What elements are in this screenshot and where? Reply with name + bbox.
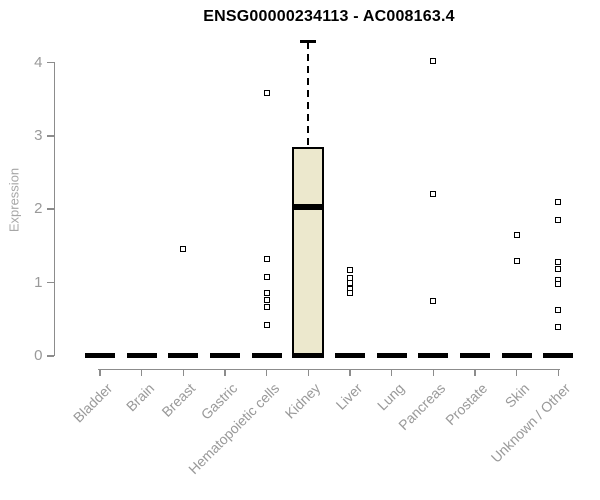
- x-category-label: Bladder: [69, 379, 116, 425]
- box-lower-edge: [292, 352, 325, 358]
- flat-box: [209, 352, 240, 358]
- outlier-point: [263, 255, 270, 262]
- outlier-point: [263, 304, 270, 311]
- y-tick-label: 2: [34, 200, 43, 218]
- x-category-label: Breast: [158, 379, 199, 420]
- outlier-point: [263, 297, 270, 303]
- flat-box: [251, 352, 282, 358]
- outlier-point: [555, 266, 562, 273]
- flat-box: [376, 352, 407, 358]
- y-tick-mark: [46, 61, 54, 64]
- outlier-point: [513, 232, 520, 239]
- y-tick-mark: [46, 281, 54, 284]
- flat-box: [501, 352, 532, 358]
- x-tick-mark: [474, 368, 476, 376]
- y-tick-mark: [46, 135, 54, 137]
- y-tick-label: 1: [34, 273, 43, 291]
- flat-box: [418, 352, 449, 358]
- y-tick-label: 3: [34, 127, 43, 144]
- flat-box: [543, 352, 574, 358]
- outlier-point: [263, 321, 270, 328]
- y-axis-line: [53, 61, 55, 357]
- y-tick-label: 4: [34, 53, 43, 71]
- x-axis-line: [98, 368, 560, 370]
- chart-title: ENSG00000234113 - AC008163.4: [203, 8, 455, 25]
- outlier-point: [346, 280, 353, 287]
- x-category-label: Lung: [373, 379, 407, 413]
- x-category-label: Prostate: [442, 379, 491, 428]
- x-tick-mark: [390, 368, 393, 376]
- outlier-point: [555, 258, 562, 265]
- x-tick-mark: [140, 368, 143, 376]
- outlier-point: [346, 266, 353, 273]
- flat-box: [85, 352, 115, 358]
- outlier-point: [513, 258, 520, 265]
- x-tick-mark: [432, 368, 435, 376]
- x-tick-mark: [99, 368, 101, 376]
- x-category-label: Skin: [501, 379, 532, 411]
- flat-box: [168, 352, 199, 358]
- flat-box: [459, 352, 490, 358]
- x-category-label: Liver: [332, 379, 366, 413]
- outlier-point: [430, 190, 437, 197]
- flat-box: [334, 352, 365, 358]
- outlier-point: [555, 280, 562, 287]
- x-tick-mark: [307, 368, 310, 376]
- x-tick-mark: [265, 368, 268, 376]
- y-axis-label: Expression: [6, 167, 22, 233]
- outlier-point: [555, 198, 562, 205]
- x-tick-mark: [182, 368, 185, 376]
- outlier-point: [263, 90, 270, 97]
- whisker-cap: [300, 40, 317, 44]
- x-tick-mark: [515, 368, 518, 376]
- outlier-point: [346, 290, 353, 297]
- y-tick-mark: [46, 355, 54, 357]
- outlier-point: [180, 246, 187, 253]
- x-tick-mark: [224, 368, 226, 376]
- x-category-label: Kidney: [282, 379, 324, 422]
- y-tick-mark: [46, 208, 54, 210]
- outlier-point: [555, 217, 562, 224]
- x-category-label: Brain: [122, 379, 157, 414]
- x-tick-mark: [557, 368, 559, 376]
- median-line: [292, 203, 325, 210]
- outlier-point: [555, 324, 562, 331]
- y-tick-label: 0: [34, 347, 43, 364]
- x-tick-mark: [349, 368, 351, 376]
- flat-box: [126, 352, 157, 358]
- outlier-point: [555, 307, 562, 314]
- whisker-line: [307, 41, 310, 147]
- outlier-point: [263, 289, 270, 296]
- box-body: [292, 146, 325, 355]
- outlier-point: [430, 297, 437, 304]
- outlier-point: [263, 273, 270, 280]
- outlier-point: [430, 57, 437, 64]
